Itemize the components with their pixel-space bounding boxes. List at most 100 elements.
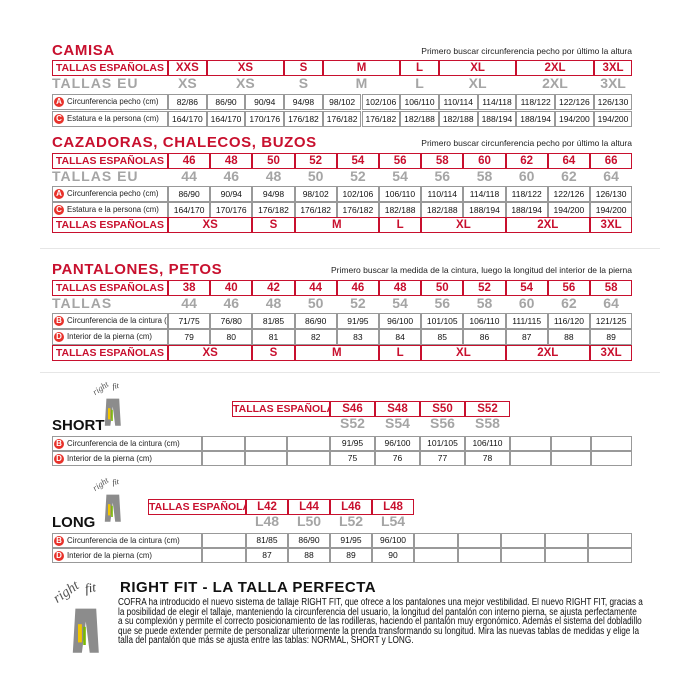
size-cell: S [298,76,309,91]
size-cell: S [252,217,295,233]
size-cell: 52 [350,169,366,184]
empty-cell [457,533,502,548]
size-cell: 110/114 [421,186,464,202]
empty-cell [591,436,632,451]
size-cell: 3XL [593,60,633,76]
size-cell: S54 [385,416,410,431]
section-note: Primero buscar circunferencia pecho por … [421,46,632,56]
size-cell: 46 [223,296,240,311]
size-cell: 111/115 [505,313,548,329]
size-cell: 176/182 [294,202,337,218]
size-cell: 40 [210,280,253,296]
size-cell: 86/90 [294,313,337,329]
size-cell: 96/100 [372,533,414,548]
size-cell: 83 [336,329,379,345]
size-cell: L [379,345,422,361]
size-cell: 48 [265,296,282,311]
size-cell: 77 [420,451,465,466]
empty-cell [244,451,288,466]
size-cell: 94/98 [252,186,295,202]
size-cell: 80 [210,329,253,345]
footer-text-box: COFRA ha introducido el nuevo sistema de… [118,598,648,656]
row-label: TALLAS ESPAÑOLAS [52,153,168,169]
size-cell: 87 [246,548,288,563]
size-cell: 86/90 [168,186,211,202]
size-cell: 96/100 [375,436,420,451]
footer-text: COFRA ha introducido el nuevo sistema de… [118,598,643,647]
size-cell: M [355,76,368,91]
empty-cell [591,451,632,466]
size-cell: 170/176 [210,202,253,218]
logo-text: fit [112,381,121,391]
size-cell: XS [236,76,255,91]
size-cell: 89 [330,548,372,563]
size-cell: L [400,60,439,76]
size-cell: 98/102 [322,94,362,110]
size-cell: 58 [476,169,493,184]
size-cell: 84 [379,329,422,345]
size-cell: S48 [375,401,420,417]
size-cell: 88 [288,548,330,563]
size-cell: 88 [547,329,590,345]
size-cell: 64 [603,296,619,311]
size-cell: 64 [547,153,590,169]
size-cell: 106/110 [379,186,422,202]
size-cell: 86 [463,329,506,345]
row-label: TALLAS EU [52,169,139,184]
row-label-text: Estatura e la persona (cm) [67,205,159,214]
size-cell: 122/126 [547,186,590,202]
row-label: TALLAS EU [52,76,139,91]
empty-cell [550,451,592,466]
row-label-text: Circunferencia pecho (cm) [67,97,159,106]
row-label: C Estatura e la persona (cm) [52,202,168,218]
size-cell: S58 [475,416,500,431]
size-cell: 194/200 [593,111,633,127]
size-cell: 50 [252,153,295,169]
row-marker: C [54,114,64,124]
size-cell: 118/122 [505,186,548,202]
section-title: CAZADORAS, CHALECOS, BUZOS [52,135,317,151]
size-cell: 52 [350,296,366,311]
size-cell: S [252,345,295,361]
size-cell: 78 [465,451,510,466]
size-cell: 3XL [590,345,633,361]
right-fit-logo: right fit [92,381,121,426]
row-label-text: Circunferencia de la cintura (cm) [67,536,180,545]
row-label: D Interior de la pierna (cm) [52,329,168,345]
section-title: PANTALONES, PETOS [52,262,223,278]
empty-cell [544,548,589,563]
row-label-text: Circunferencia pecho (cm) [67,189,159,198]
logo-text: right [92,381,111,397]
size-cell: 62 [505,153,548,169]
size-cell: 76 [375,451,420,466]
size-cell: 126/130 [593,94,633,110]
size-cell: L [415,76,424,91]
size-cell: L [379,217,422,233]
row-label-text: Interior de la pierna (cm) [67,454,152,463]
size-cell: 86/90 [288,533,330,548]
size-cell: 54 [505,280,548,296]
row-label: C Estatura e la persona (cm) [52,111,168,127]
table-name: LONG [52,515,96,531]
empty-cell [457,548,502,563]
size-cell: 48 [379,280,422,296]
logo-text: right [92,477,111,493]
size-cell: 176/182 [336,202,379,218]
row-marker: D [54,454,64,464]
empty-cell [588,533,632,548]
size-cell: 176/182 [252,202,295,218]
row-label: D Interior de la pierna (cm) [52,451,202,466]
size-cell: 102/106 [336,186,379,202]
size-cell: L48 [372,499,414,515]
size-cell: 101/105 [421,313,464,329]
separator [40,372,660,373]
table-name: SHORT [52,418,105,434]
size-cell: 106/110 [463,313,506,329]
row-label-text: Estatura e la persona (cm) [67,114,159,123]
logo-text: fit [112,477,121,487]
size-cell: S [284,60,323,76]
row-label: TALLAS ESPAÑOLAS [52,280,168,296]
size-cell: XS [178,76,197,91]
